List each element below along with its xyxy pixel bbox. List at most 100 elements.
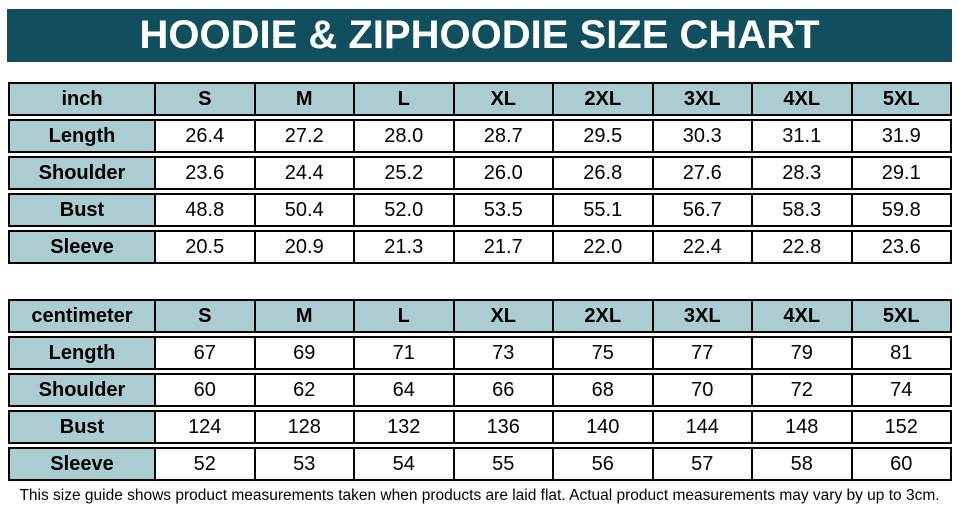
value-cell: 53.5 bbox=[454, 193, 554, 227]
value-cell: 75 bbox=[554, 336, 654, 370]
value-cell: 70 bbox=[653, 373, 753, 407]
value-cell: 62 bbox=[255, 373, 355, 407]
size-table-inch: inch S M L XL 2XL 3XL 4XL 5XL Length 26.4 27.2 28.0 2… bbox=[8, 82, 952, 267]
value-cell: 69 bbox=[255, 336, 355, 370]
size-header-cell: L bbox=[355, 299, 455, 333]
value-cell: 136 bbox=[454, 410, 554, 444]
size-header-cell: 2XL bbox=[554, 299, 654, 333]
page-title: HOODIE & ZIPHOODIE SIZE CHART bbox=[7, 9, 952, 62]
value-cell: 81 bbox=[852, 336, 952, 370]
value-cell: 22.8 bbox=[753, 230, 853, 264]
value-cell: 21.3 bbox=[355, 230, 455, 264]
value-cell: 68 bbox=[554, 373, 654, 407]
value-cell: 56 bbox=[554, 447, 654, 481]
data-row: Length 26.4 27.2 28.0 28.7 29.5 30.3 31.1 31.9 bbox=[8, 119, 952, 153]
value-cell: 50.4 bbox=[255, 193, 355, 227]
data-row: Bust 124 128 132 136 140 144 148 152 bbox=[8, 410, 952, 444]
size-header-cell: XL bbox=[454, 299, 554, 333]
value-cell: 55.1 bbox=[554, 193, 654, 227]
value-cell: 23.6 bbox=[852, 230, 952, 264]
data-row: Sleeve 52 53 54 55 56 57 58 60 bbox=[8, 447, 952, 481]
value-cell: 59.8 bbox=[852, 193, 952, 227]
header-row: inch S M L XL 2XL 3XL 4XL 5XL bbox=[8, 82, 952, 116]
value-cell: 56.7 bbox=[653, 193, 753, 227]
value-cell: 64 bbox=[355, 373, 455, 407]
value-cell: 20.9 bbox=[255, 230, 355, 264]
size-header-cell: 2XL bbox=[554, 82, 654, 116]
size-header-cell: L bbox=[355, 82, 455, 116]
value-cell: 52 bbox=[156, 447, 256, 481]
unit-cell: inch bbox=[8, 82, 156, 116]
value-cell: 152 bbox=[852, 410, 952, 444]
row-label-cell: Length bbox=[8, 336, 156, 370]
footer-note: This size guide shows product measuremen… bbox=[19, 487, 940, 504]
size-header-cell: 4XL bbox=[753, 82, 853, 116]
value-cell: 29.1 bbox=[852, 156, 952, 190]
row-label-cell: Length bbox=[8, 119, 156, 153]
unit-cell: centimeter bbox=[8, 299, 156, 333]
value-cell: 30.3 bbox=[653, 119, 753, 153]
size-header-cell: 5XL bbox=[852, 82, 952, 116]
value-cell: 28.0 bbox=[355, 119, 455, 153]
data-row: Sleeve 20.5 20.9 21.3 21.7 22.0 22.4 22.8 23.6 bbox=[8, 230, 952, 264]
size-header-cell: 3XL bbox=[653, 82, 753, 116]
row-label-cell: Shoulder bbox=[8, 373, 156, 407]
value-cell: 31.9 bbox=[852, 119, 952, 153]
value-cell: 140 bbox=[554, 410, 654, 444]
value-cell: 26.0 bbox=[454, 156, 554, 190]
value-cell: 22.4 bbox=[653, 230, 753, 264]
value-cell: 48.8 bbox=[156, 193, 256, 227]
value-cell: 28.7 bbox=[454, 119, 554, 153]
data-row: Shoulder 60 62 64 66 68 70 72 74 bbox=[8, 373, 952, 407]
size-header-cell: S bbox=[156, 299, 256, 333]
value-cell: 31.1 bbox=[753, 119, 853, 153]
row-label-cell: Bust bbox=[8, 410, 156, 444]
value-cell: 73 bbox=[454, 336, 554, 370]
value-cell: 26.4 bbox=[156, 119, 256, 153]
value-cell: 58.3 bbox=[753, 193, 853, 227]
size-header-cell: 3XL bbox=[653, 299, 753, 333]
value-cell: 67 bbox=[156, 336, 256, 370]
value-cell: 79 bbox=[753, 336, 853, 370]
value-cell: 25.2 bbox=[355, 156, 455, 190]
value-cell: 58 bbox=[753, 447, 853, 481]
value-cell: 20.5 bbox=[156, 230, 256, 264]
value-cell: 53 bbox=[255, 447, 355, 481]
value-cell: 24.4 bbox=[255, 156, 355, 190]
value-cell: 27.6 bbox=[653, 156, 753, 190]
value-cell: 144 bbox=[653, 410, 753, 444]
value-cell: 22.0 bbox=[554, 230, 654, 264]
row-label-cell: Sleeve bbox=[8, 447, 156, 481]
row-label-cell: Sleeve bbox=[8, 230, 156, 264]
size-header-cell: XL bbox=[454, 82, 554, 116]
value-cell: 27.2 bbox=[255, 119, 355, 153]
value-cell: 124 bbox=[156, 410, 256, 444]
value-cell: 60 bbox=[852, 447, 952, 481]
value-cell: 66 bbox=[454, 373, 554, 407]
data-row: Shoulder 23.6 24.4 25.2 26.0 26.8 27.6 28.3 29.1 bbox=[8, 156, 952, 190]
size-header-cell: M bbox=[255, 82, 355, 116]
size-header-cell: 4XL bbox=[753, 299, 853, 333]
value-cell: 74 bbox=[852, 373, 952, 407]
row-label-cell: Shoulder bbox=[8, 156, 156, 190]
value-cell: 28.3 bbox=[753, 156, 853, 190]
size-header-cell: 5XL bbox=[852, 299, 952, 333]
value-cell: 57 bbox=[653, 447, 753, 481]
value-cell: 60 bbox=[156, 373, 256, 407]
value-cell: 128 bbox=[255, 410, 355, 444]
data-row: Length 67 69 71 73 75 77 79 81 bbox=[8, 336, 952, 370]
data-row: Bust 48.8 50.4 52.0 53.5 55.1 56.7 58.3 59.8 bbox=[8, 193, 952, 227]
row-label-cell: Bust bbox=[8, 193, 156, 227]
size-header-cell: M bbox=[255, 299, 355, 333]
value-cell: 21.7 bbox=[454, 230, 554, 264]
value-cell: 132 bbox=[355, 410, 455, 444]
value-cell: 52.0 bbox=[355, 193, 455, 227]
value-cell: 26.8 bbox=[554, 156, 654, 190]
header-row: centimeter S M L XL 2XL 3XL 4XL 5XL bbox=[8, 299, 952, 333]
value-cell: 72 bbox=[753, 373, 853, 407]
value-cell: 55 bbox=[454, 447, 554, 481]
value-cell: 71 bbox=[355, 336, 455, 370]
value-cell: 29.5 bbox=[554, 119, 654, 153]
value-cell: 23.6 bbox=[156, 156, 256, 190]
